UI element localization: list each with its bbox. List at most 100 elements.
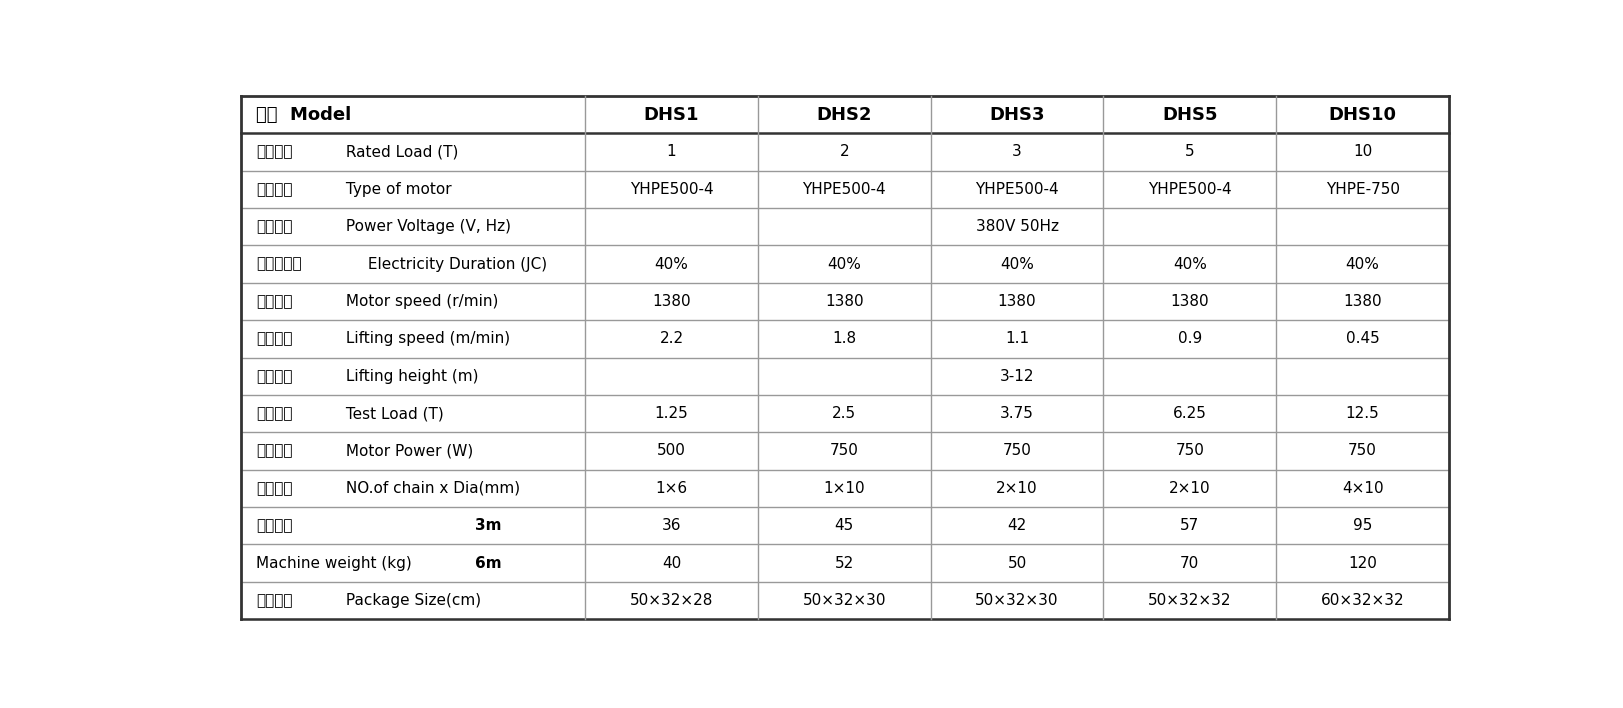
Text: 1×6: 1×6 <box>656 481 687 496</box>
Bar <box>240 133 1448 171</box>
Text: 5: 5 <box>1185 144 1195 159</box>
Text: 2×10: 2×10 <box>995 481 1037 496</box>
Text: Lifting height (m): Lifting height (m) <box>341 369 479 384</box>
Text: 120: 120 <box>1347 556 1376 571</box>
Text: 50: 50 <box>1006 556 1026 571</box>
Text: 2×10: 2×10 <box>1169 481 1209 496</box>
Text: 40: 40 <box>662 556 680 571</box>
Text: 链条行数: 链条行数 <box>256 481 292 496</box>
Bar <box>240 544 1448 582</box>
Text: 2: 2 <box>839 144 849 159</box>
Text: 50×32×32: 50×32×32 <box>1147 593 1230 608</box>
Text: YHPE500-4: YHPE500-4 <box>802 182 886 197</box>
Text: YHPE500-4: YHPE500-4 <box>630 182 712 197</box>
Text: 50×32×30: 50×32×30 <box>975 593 1058 608</box>
Text: 1380: 1380 <box>1342 294 1381 309</box>
Text: 型号  Model: 型号 Model <box>256 105 351 124</box>
Text: Motor Power (W): Motor Power (W) <box>341 443 474 459</box>
Text: 2.5: 2.5 <box>831 406 855 421</box>
Text: 接电持续率: 接电持续率 <box>256 256 302 272</box>
Text: DHS3: DHS3 <box>988 105 1044 124</box>
Text: 40%: 40% <box>1000 256 1034 272</box>
Text: NO.of chain x Dia(mm): NO.of chain x Dia(mm) <box>341 481 521 496</box>
Text: 3: 3 <box>1011 144 1021 159</box>
Text: 380V 50Hz: 380V 50Hz <box>975 219 1058 234</box>
Text: 95: 95 <box>1352 518 1371 533</box>
Text: 6m: 6m <box>476 556 502 571</box>
Text: 整机重量: 整机重量 <box>256 518 292 533</box>
Bar <box>240 582 1448 620</box>
Text: Motor speed (r/min): Motor speed (r/min) <box>341 294 498 309</box>
Text: 1380: 1380 <box>997 294 1035 309</box>
Text: Machine weight (kg): Machine weight (kg) <box>256 556 411 571</box>
Bar <box>240 171 1448 208</box>
Text: 0.9: 0.9 <box>1177 331 1201 346</box>
Text: 起升高度: 起升高度 <box>256 369 292 384</box>
Text: DHS1: DHS1 <box>643 105 700 124</box>
Bar <box>240 507 1448 544</box>
Bar <box>240 208 1448 246</box>
Text: DHS10: DHS10 <box>1328 105 1396 124</box>
Text: 1.25: 1.25 <box>654 406 688 421</box>
Text: 500: 500 <box>657 443 685 459</box>
Text: 40%: 40% <box>826 256 860 272</box>
Text: 4×10: 4×10 <box>1341 481 1383 496</box>
Text: 电机功率: 电机功率 <box>256 443 292 459</box>
Text: 10: 10 <box>1352 144 1371 159</box>
Text: 1: 1 <box>667 144 675 159</box>
Text: 60×32×32: 60×32×32 <box>1319 593 1404 608</box>
Text: 1×10: 1×10 <box>823 481 865 496</box>
Text: 50×32×30: 50×32×30 <box>802 593 886 608</box>
Text: 电机转速: 电机转速 <box>256 294 292 309</box>
Bar <box>240 358 1448 395</box>
Text: 3.75: 3.75 <box>1000 406 1034 421</box>
Text: DHS2: DHS2 <box>816 105 872 124</box>
Text: 12.5: 12.5 <box>1345 406 1378 421</box>
Text: 750: 750 <box>1347 443 1376 459</box>
Text: Package Size(cm): Package Size(cm) <box>341 593 482 608</box>
Text: DHS5: DHS5 <box>1162 105 1217 124</box>
Text: Test Load (T): Test Load (T) <box>341 406 445 421</box>
Text: 40%: 40% <box>1345 256 1378 272</box>
Text: Power Voltage (V, Hz): Power Voltage (V, Hz) <box>341 219 511 234</box>
Text: 电机型号: 电机型号 <box>256 182 292 197</box>
Bar <box>240 433 1448 469</box>
Bar <box>240 282 1448 320</box>
Text: 装箱尺寸: 装箱尺寸 <box>256 593 292 608</box>
Text: 45: 45 <box>834 518 854 533</box>
Text: 电源电压: 电源电压 <box>256 219 292 234</box>
Text: 57: 57 <box>1180 518 1199 533</box>
Bar <box>240 320 1448 358</box>
Text: 40%: 40% <box>654 256 688 272</box>
Text: 750: 750 <box>1175 443 1204 459</box>
Text: 试验载荷: 试验载荷 <box>256 406 292 421</box>
Text: 2.2: 2.2 <box>659 331 683 346</box>
Text: 50×32×28: 50×32×28 <box>630 593 712 608</box>
Bar <box>240 469 1448 507</box>
Text: 6.25: 6.25 <box>1172 406 1206 421</box>
Text: 40%: 40% <box>1172 256 1206 272</box>
Text: 1380: 1380 <box>824 294 863 309</box>
Text: 750: 750 <box>829 443 859 459</box>
Text: 1380: 1380 <box>1170 294 1209 309</box>
Text: Lifting speed (m/min): Lifting speed (m/min) <box>341 331 510 346</box>
Text: 1380: 1380 <box>652 294 690 309</box>
Text: 36: 36 <box>661 518 680 533</box>
Text: 1.1: 1.1 <box>1005 331 1029 346</box>
Text: YHPE500-4: YHPE500-4 <box>975 182 1058 197</box>
Text: 70: 70 <box>1180 556 1199 571</box>
Text: 750: 750 <box>1001 443 1031 459</box>
Bar <box>240 96 1448 133</box>
Text: YHPE-750: YHPE-750 <box>1324 182 1399 197</box>
Text: 1.8: 1.8 <box>831 331 855 346</box>
Bar <box>240 395 1448 433</box>
Text: 3-12: 3-12 <box>1000 369 1034 384</box>
Text: Rated Load (T): Rated Load (T) <box>341 144 459 159</box>
Text: 0.45: 0.45 <box>1345 331 1378 346</box>
Text: 3m: 3m <box>476 518 502 533</box>
Text: 额定荷载: 额定荷载 <box>256 144 292 159</box>
Bar <box>240 246 1448 282</box>
Text: 42: 42 <box>1006 518 1026 533</box>
Text: Type of motor: Type of motor <box>341 182 451 197</box>
Text: YHPE500-4: YHPE500-4 <box>1147 182 1230 197</box>
